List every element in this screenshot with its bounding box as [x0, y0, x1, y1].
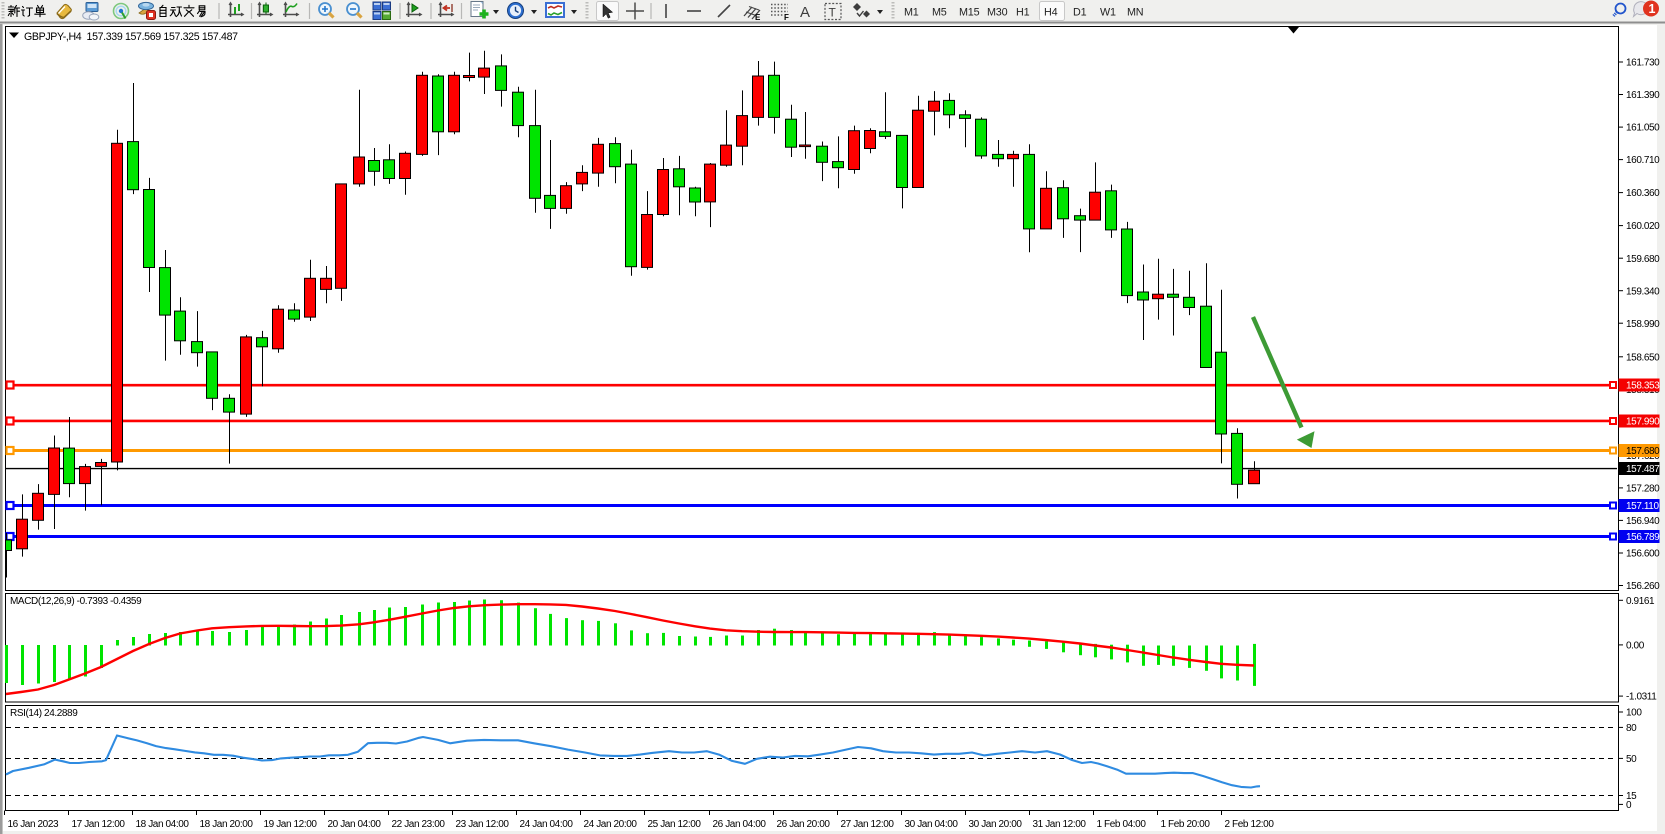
svg-text:W1: W1 [1100, 7, 1116, 19]
svg-text:M1: M1 [904, 7, 919, 19]
svg-text:26 Jan 20:00: 26 Jan 20:00 [777, 819, 831, 830]
svg-text:20 Jan 04:00: 20 Jan 04:00 [328, 819, 382, 830]
svg-text:E: E [755, 13, 761, 22]
svg-text:30 Jan 04:00: 30 Jan 04:00 [905, 819, 959, 830]
svg-text:157.280: 157.280 [1626, 484, 1660, 495]
svg-text:159.340: 159.340 [1626, 286, 1660, 297]
svg-text:50: 50 [1626, 754, 1637, 765]
svg-text:M30: M30 [987, 7, 1008, 19]
svg-text:31 Jan 12:00: 31 Jan 12:00 [1033, 819, 1087, 830]
svg-text:F: F [784, 13, 789, 22]
svg-text:156.789: 156.789 [1626, 532, 1660, 543]
svg-text:160.360: 160.360 [1626, 188, 1660, 199]
svg-text:1 Feb 20:00: 1 Feb 20:00 [1161, 819, 1211, 830]
svg-text:18 Jan 20:00: 18 Jan 20:00 [200, 819, 254, 830]
svg-text:26 Jan 04:00: 26 Jan 04:00 [713, 819, 767, 830]
svg-text:156.940: 156.940 [1626, 516, 1660, 527]
svg-text:M5: M5 [932, 7, 947, 19]
svg-text:156.260: 156.260 [1626, 581, 1660, 592]
svg-text:1 Feb 04:00: 1 Feb 04:00 [1097, 819, 1147, 830]
svg-text:158.650: 158.650 [1626, 352, 1660, 363]
svg-text:158.353: 158.353 [1626, 381, 1660, 392]
svg-text:157.110: 157.110 [1626, 501, 1659, 512]
svg-text:160.020: 160.020 [1626, 221, 1660, 232]
svg-text:MN: MN [1127, 7, 1143, 19]
svg-text:0.9161: 0.9161 [1626, 596, 1655, 607]
svg-text:23 Jan 12:00: 23 Jan 12:00 [456, 819, 510, 830]
svg-text:156.600: 156.600 [1626, 549, 1660, 560]
svg-text:19 Jan 12:00: 19 Jan 12:00 [264, 819, 318, 830]
svg-text:24 Jan 20:00: 24 Jan 20:00 [584, 819, 638, 830]
svg-text:157.680: 157.680 [1626, 446, 1660, 457]
svg-text:H1: H1 [1016, 7, 1030, 19]
svg-text:157.990: 157.990 [1626, 417, 1660, 428]
svg-text:1: 1 [1649, 2, 1656, 16]
svg-text:161.050: 161.050 [1626, 123, 1660, 134]
svg-text:MACD(12,26,9) -0.7393 -0.4359: MACD(12,26,9) -0.7393 -0.4359 [10, 596, 142, 607]
svg-text:RSI(14) 24.2889: RSI(14) 24.2889 [10, 708, 78, 719]
svg-text:GBPJPY-,H4 157.339 157.569 15: GBPJPY-,H4 157.339 157.569 157.325 157.4… [24, 31, 238, 43]
svg-text:0: 0 [1626, 800, 1632, 811]
svg-text:161.730: 161.730 [1626, 58, 1660, 69]
svg-text:17 Jan 12:00: 17 Jan 12:00 [72, 819, 126, 830]
svg-text:2 Feb 12:00: 2 Feb 12:00 [1225, 819, 1275, 830]
svg-text:16 Jan 2023: 16 Jan 2023 [8, 819, 59, 830]
svg-text:22 Jan 23:00: 22 Jan 23:00 [392, 819, 446, 830]
svg-text:80: 80 [1626, 723, 1637, 734]
svg-text:160.710: 160.710 [1626, 155, 1660, 166]
svg-text:0.00: 0.00 [1626, 641, 1645, 652]
svg-text:18 Jan 04:00: 18 Jan 04:00 [136, 819, 190, 830]
svg-text:-1.0311: -1.0311 [1626, 692, 1657, 703]
svg-text:25 Jan 12:00: 25 Jan 12:00 [648, 819, 702, 830]
svg-text:27 Jan 12:00: 27 Jan 12:00 [841, 819, 895, 830]
svg-text:157.487: 157.487 [1626, 464, 1660, 475]
svg-text:15: 15 [1626, 791, 1637, 802]
svg-text:A: A [800, 4, 810, 21]
svg-text:T: T [829, 6, 837, 20]
svg-text:161.390: 161.390 [1626, 90, 1660, 101]
svg-text:D1: D1 [1073, 7, 1087, 19]
svg-text:158.990: 158.990 [1626, 319, 1660, 330]
svg-text:30 Jan 20:00: 30 Jan 20:00 [969, 819, 1023, 830]
svg-text:24 Jan 04:00: 24 Jan 04:00 [520, 819, 574, 830]
svg-text:159.680: 159.680 [1626, 254, 1660, 265]
svg-text:M15: M15 [959, 7, 980, 19]
svg-text:H4: H4 [1044, 7, 1058, 19]
svg-text:100: 100 [1626, 708, 1642, 719]
